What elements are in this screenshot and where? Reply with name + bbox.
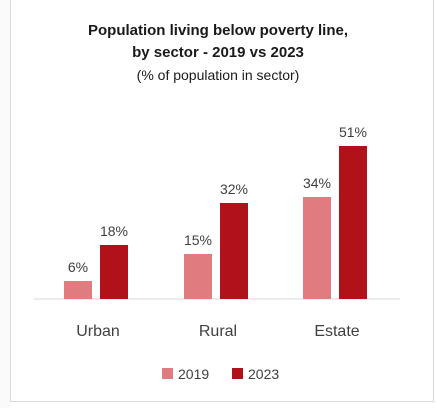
chart-title-line2: by sector - 2019 vs 2023 [132,44,304,61]
category-label-urban: Urban [76,323,120,340]
bar-rural-2023 [220,203,248,299]
chart-subtitle: (% of population in sector) [136,67,300,83]
page-left-edge [0,0,10,408]
bar-estate-2019 [303,197,331,299]
bar-rural-2019 [184,254,212,299]
data-label-rural-2019: 15% [184,232,212,248]
chart-title: Population living below poverty line, [87,22,349,39]
data-label-estate-2019: 34% [303,175,331,191]
legend-label-2019: 2019 [178,366,209,382]
legend-swatch-2023 [232,368,243,379]
data-label-urban-2023: 18% [100,223,128,239]
bar-estate-2023 [339,146,367,299]
bar-urban-2019 [64,281,92,299]
legend-swatch-2019 [162,368,173,379]
category-label-rural: Rural [199,323,237,340]
legend-label-2023: 2023 [248,366,279,382]
data-label-rural-2023: 32% [220,181,248,197]
data-label-estate-2023: 51% [339,124,367,140]
bar-urban-2023 [100,245,128,299]
data-label-urban-2019: 6% [68,259,88,275]
category-label-estate: Estate [314,323,359,340]
